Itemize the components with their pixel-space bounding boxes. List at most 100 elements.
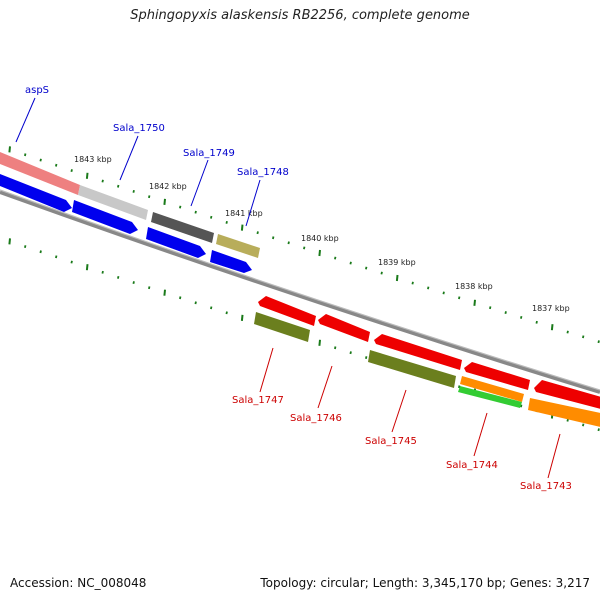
scale-tick — [240, 224, 244, 231]
scale-tick — [179, 205, 182, 209]
scale-tick — [132, 189, 135, 193]
gene-blue-arrow-2[interactable] — [72, 200, 138, 234]
scale-tick — [55, 163, 58, 167]
gene-label-sala-1745[interactable]: Sala_1745 — [365, 436, 417, 447]
scale-tick — [39, 250, 42, 254]
scale-label-1843: 1843 kbp — [74, 155, 112, 164]
scale-tick — [148, 195, 151, 199]
gene-blue-arrow-4[interactable] — [210, 250, 252, 273]
gene-label-asps[interactable]: aspS — [25, 85, 49, 96]
scale-tick — [318, 339, 321, 346]
scale-tick — [163, 198, 166, 205]
scale-tick — [225, 311, 228, 315]
leader-sala-1749 — [190, 159, 209, 207]
scale-label-1841: 1841 kbp — [225, 209, 263, 218]
scale-tick — [210, 306, 213, 310]
gene-orange-bar-2[interactable] — [528, 398, 600, 428]
scale-tick — [349, 351, 352, 355]
scale-tick — [8, 238, 11, 245]
gene-blue-arrow-3[interactable] — [146, 227, 206, 258]
scale-tick — [101, 270, 104, 274]
scale-tick — [179, 296, 182, 300]
gene-label-sala-1748[interactable]: Sala_1748 — [237, 167, 289, 178]
scale-tick — [225, 220, 228, 224]
scale-tick — [55, 255, 58, 259]
leader-sala-1748 — [245, 179, 261, 227]
scale-tick — [458, 296, 461, 300]
scale-tick — [148, 286, 151, 290]
scale-tick — [395, 274, 399, 282]
scale-tick — [24, 153, 27, 157]
gene-red-arrow-2[interactable] — [318, 314, 370, 342]
scale-tick — [535, 320, 538, 324]
gene-asps-bar[interactable] — [0, 150, 80, 195]
scale-tick — [8, 146, 11, 153]
scale-ticks-top — [8, 146, 600, 344]
scale-tick — [520, 315, 523, 319]
scale-tick — [566, 418, 569, 422]
scale-tick — [365, 356, 368, 360]
scale-label-1838: 1838 kbp — [455, 282, 493, 291]
scale-tick — [365, 266, 368, 270]
scale-tick — [303, 246, 306, 250]
map-title: Sphingopyxis alaskensis RB2256, complete… — [130, 8, 470, 23]
scale-tick — [520, 404, 523, 408]
scale-tick — [210, 215, 213, 219]
scale-tick — [39, 158, 42, 162]
scale-tick — [380, 271, 383, 275]
scale-label-1842: 1842 kbp — [149, 182, 187, 191]
leader-sala-1743 — [547, 433, 561, 479]
scale-tick — [24, 245, 27, 249]
scale-tick — [318, 249, 321, 257]
gene-green-bar[interactable] — [458, 386, 522, 408]
gene-olive-bar-1[interactable] — [254, 312, 310, 342]
gene-sala-1748-bar[interactable] — [216, 234, 260, 258]
scale-tick — [550, 324, 554, 331]
scale-tick — [597, 340, 600, 344]
gene-red-arrow-1[interactable] — [258, 296, 316, 326]
scale-tick — [489, 306, 492, 310]
accession-text: Accession: NC_008048 — [10, 576, 147, 590]
gene-sala-1749-bar[interactable] — [151, 212, 214, 243]
gene-label-sala-1746[interactable]: Sala_1746 — [290, 413, 342, 424]
gene-olive-bar-2[interactable] — [368, 350, 456, 388]
scale-tick — [70, 169, 73, 173]
gene-label-sala-1749[interactable]: Sala_1749 — [183, 148, 235, 159]
scale-tick — [194, 301, 197, 305]
leader-sala-1750 — [119, 135, 139, 181]
gene-red-arrow-3[interactable] — [374, 334, 462, 370]
leader-sala-1746 — [317, 365, 333, 409]
gene-label-sala-1747[interactable]: Sala_1747 — [232, 395, 284, 406]
scale-tick — [117, 275, 120, 279]
scale-tick — [504, 311, 507, 315]
leader-asps — [15, 97, 36, 143]
scale-tick — [287, 241, 290, 245]
gene-label-sala-1750[interactable]: Sala_1750 — [113, 123, 165, 134]
leader-sala-1747 — [259, 347, 274, 393]
scale-tick — [101, 179, 104, 183]
scale-tick — [427, 286, 430, 290]
scale-tick — [85, 264, 89, 271]
leader-sala-1744 — [473, 412, 488, 457]
gene-red-arrow-5[interactable] — [534, 380, 600, 410]
scale-tick — [411, 281, 414, 285]
scale-tick — [582, 423, 585, 427]
scale-tick — [597, 428, 600, 432]
gene-blue-arrow-1[interactable] — [0, 172, 72, 212]
scale-tick — [194, 210, 197, 214]
scale-tick — [473, 299, 476, 306]
gene-red-arrow-4[interactable] — [464, 362, 530, 390]
scale-tick — [132, 281, 135, 285]
scale-tick — [334, 256, 337, 260]
leader-sala-1745 — [391, 389, 407, 433]
scale-tick — [163, 289, 166, 296]
gene-orange-bar-1[interactable] — [460, 376, 524, 402]
gene-sala-1750-bar[interactable] — [78, 185, 148, 220]
gene-label-sala-1744[interactable]: Sala_1744 — [446, 460, 498, 471]
scale-tick — [566, 330, 569, 334]
gene-label-sala-1743[interactable]: Sala_1743 — [520, 481, 572, 492]
scale-tick — [442, 291, 445, 295]
scale-tick — [240, 314, 244, 321]
scale-label-1840: 1840 kbp — [301, 234, 339, 243]
